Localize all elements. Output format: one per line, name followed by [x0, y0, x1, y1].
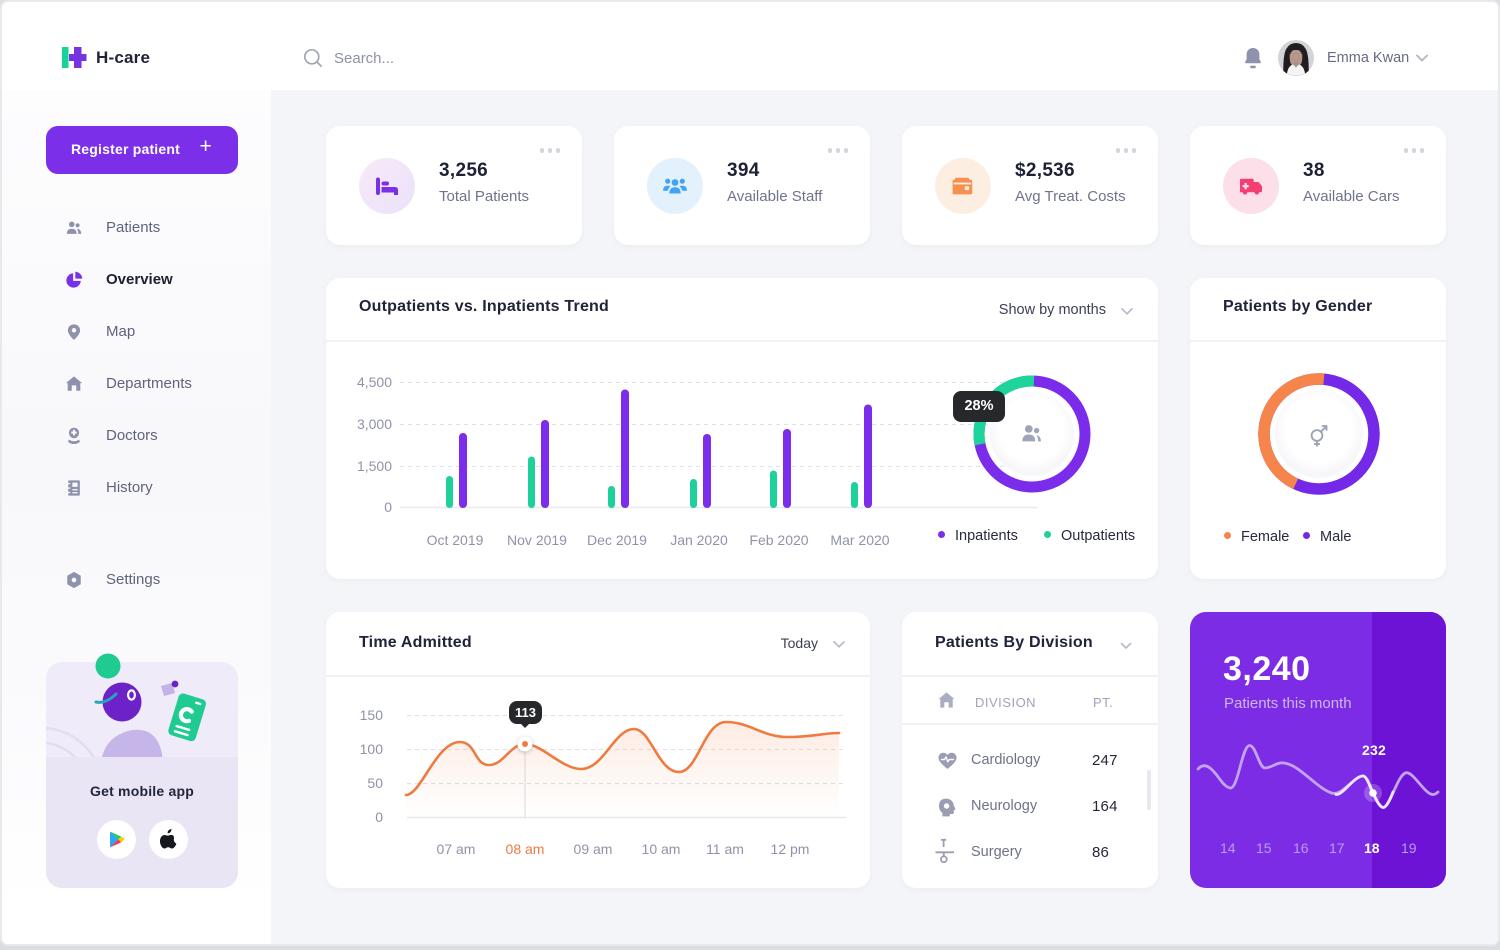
- svg-text:150: 150: [360, 707, 384, 723]
- svg-text:12 pm: 12 pm: [771, 841, 810, 857]
- svg-text:3,000: 3,000: [357, 416, 392, 432]
- svg-text:Feb 2020: Feb 2020: [749, 532, 808, 548]
- svg-text:08 am: 08 am: [506, 841, 545, 857]
- svg-text:Dec 2019: Dec 2019: [587, 532, 647, 548]
- svg-text:10 am: 10 am: [642, 841, 681, 857]
- svg-text:Nov 2019: Nov 2019: [507, 532, 567, 548]
- svg-text:4,500: 4,500: [357, 374, 392, 390]
- svg-text:Jan 2020: Jan 2020: [670, 532, 728, 548]
- svg-text:Oct 2019: Oct 2019: [427, 532, 484, 548]
- svg-text:0: 0: [384, 499, 392, 515]
- svg-text:0: 0: [375, 809, 383, 825]
- svg-text:11 am: 11 am: [706, 841, 744, 857]
- svg-text:100: 100: [360, 741, 384, 757]
- svg-text:07 am: 07 am: [437, 841, 476, 857]
- svg-text:Mar 2020: Mar 2020: [830, 532, 889, 548]
- svg-text:50: 50: [367, 775, 383, 791]
- svg-text:09 am: 09 am: [574, 841, 613, 857]
- svg-text:1,500: 1,500: [357, 458, 392, 474]
